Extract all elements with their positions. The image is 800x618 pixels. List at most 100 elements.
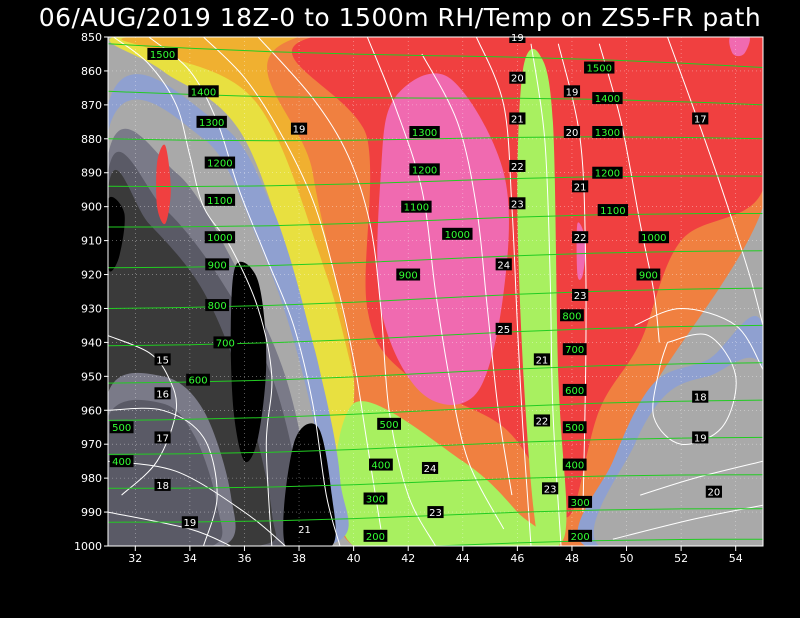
y-tick-label: 950 <box>81 370 102 383</box>
height-label: 500 <box>562 421 587 434</box>
rh-band <box>517 48 567 546</box>
temperature-contour-line <box>108 335 178 496</box>
temperature-label: 18 <box>692 390 709 404</box>
temperature-label-text: 15 <box>156 355 169 366</box>
height-label-text: 900 <box>208 260 227 271</box>
height-label-text: 1400 <box>595 94 620 105</box>
temperature-label: 19 <box>181 516 198 529</box>
height-contours <box>108 43 763 546</box>
temperature-label: 17 <box>692 112 709 125</box>
temperature-label-text: 24 <box>497 260 510 271</box>
y-tick-label: 990 <box>81 506 102 519</box>
temperature-label: 16 <box>154 387 171 400</box>
height-label: 600 <box>186 373 210 387</box>
height-label: 300 <box>568 495 593 509</box>
temperature-label-text: 17 <box>694 114 707 125</box>
height-label: 1400 <box>592 92 623 105</box>
height-contour-200 <box>422 538 763 546</box>
height-label: 1300 <box>592 126 623 139</box>
height-contour-1200 <box>108 175 763 188</box>
height-label-text: 1300 <box>595 128 620 139</box>
height-label: 800 <box>560 309 584 322</box>
x-tick-label: 50 <box>620 552 634 565</box>
height-label-text: 1000 <box>207 233 232 244</box>
height-contour-1500 <box>108 43 763 68</box>
height-label: 400 <box>109 455 134 468</box>
x-tick-label: 46 <box>510 552 524 565</box>
temperature-label-text: 20 <box>566 128 579 139</box>
height-contour-700 <box>108 362 763 384</box>
temperature-contours <box>108 37 763 546</box>
height-label: 1100 <box>401 200 432 214</box>
plot-frame <box>107 36 764 547</box>
rh-band <box>109 37 521 546</box>
height-label-text: 500 <box>112 423 131 434</box>
rh-band <box>593 357 763 546</box>
height-label: 1000 <box>638 231 670 244</box>
temperature-label-text: 22 <box>574 233 587 244</box>
height-contour-labels: 200 200 300 300 400 400 400 500 500 500 600 600 700 7… <box>109 47 670 543</box>
height-contour-1300 <box>108 136 763 142</box>
x-tick-label: 32 <box>128 552 142 565</box>
temperature-label-text: 16 <box>156 389 169 400</box>
x-tick-label: 52 <box>674 552 688 565</box>
rh-band <box>108 196 125 272</box>
temperature-label: 21 <box>572 180 589 193</box>
height-label-text: 400 <box>112 457 131 468</box>
y-tick-label: 930 <box>81 302 102 315</box>
y-tick-label: 960 <box>81 404 102 417</box>
temperature-label: 17 <box>154 431 171 444</box>
y-tick-label: 920 <box>81 269 102 282</box>
x-tick-label: 34 <box>183 552 197 565</box>
temperature-label-text: 21 <box>536 355 549 366</box>
y-tick-label: 890 <box>81 167 102 180</box>
rh-band <box>156 144 171 225</box>
height-label-text: 900 <box>399 271 418 282</box>
height-label-text: 300 <box>366 494 385 505</box>
rh-band <box>108 399 223 546</box>
temperature-label-text: 21 <box>511 114 524 125</box>
temperature-label-text: 25 <box>497 325 510 336</box>
height-label-text: 400 <box>565 461 584 472</box>
temperature-label: 15 <box>154 353 171 366</box>
temperature-label-text: 23 <box>574 291 587 302</box>
temperature-contour-line <box>530 43 562 546</box>
height-label-text: 600 <box>189 376 208 387</box>
height-label-text: 1500 <box>587 64 612 75</box>
x-tick-label: 42 <box>401 552 415 565</box>
y-tick-label: 900 <box>81 201 102 214</box>
height-label: 700 <box>213 336 238 349</box>
temperature-label: 23 <box>572 288 589 302</box>
temperature-contour-line <box>257 37 436 546</box>
rh-band <box>230 261 267 463</box>
temperature-contour-line <box>475 37 532 546</box>
height-label: 900 <box>636 268 661 282</box>
height-label: 400 <box>562 458 587 472</box>
temperature-label: 21 <box>509 112 526 125</box>
x-tick-label: 44 <box>456 552 470 565</box>
temperature-label: 24 <box>495 258 512 271</box>
height-label-text: 1200 <box>595 169 620 180</box>
height-label-text: 1300 <box>412 128 437 139</box>
temperature-label-text: 22 <box>536 416 549 427</box>
height-label: 500 <box>109 421 134 434</box>
height-label: 800 <box>205 299 230 312</box>
temperature-label: 22 <box>572 231 589 244</box>
temperature-contour-line <box>667 37 763 326</box>
y-tick-label: 870 <box>81 99 102 112</box>
height-label: 1200 <box>592 166 623 180</box>
x-tick-label: 54 <box>729 552 743 565</box>
height-label-text: 800 <box>208 301 227 312</box>
temperature-label-text: 23 <box>511 199 524 210</box>
temperature-label-text: 21 <box>298 525 311 536</box>
height-label-text: 1400 <box>191 87 216 98</box>
temperature-label: 20 <box>509 71 526 85</box>
rh-band <box>729 37 750 57</box>
height-label: 500 <box>377 417 402 431</box>
temperature-label: 20 <box>563 126 581 139</box>
temperature-label: 23 <box>509 197 526 210</box>
y-tick-label: 980 <box>81 472 102 485</box>
height-contour-1100 <box>108 213 763 228</box>
height-label: 900 <box>205 258 230 271</box>
height-label: 1200 <box>204 156 236 170</box>
